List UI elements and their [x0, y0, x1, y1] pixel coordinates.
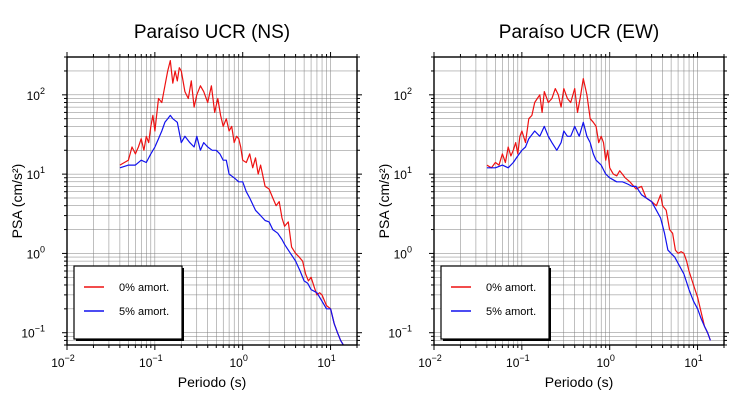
y-tick-exponent: −1 — [35, 324, 45, 334]
plot-frame — [66, 56, 358, 346]
y-tick-exponent: 2 — [40, 86, 45, 96]
legend: 0% amort. 5% amort. — [440, 265, 551, 341]
y-tick-exponent: 1 — [407, 165, 412, 175]
ticks — [62, 52, 362, 350]
x-tick-exponent: 0 — [243, 353, 248, 363]
x-tick-exponent: 1 — [698, 353, 703, 363]
y-axis-label: PSA (cm/s²) — [9, 164, 25, 239]
y-tick-exponent: 2 — [407, 86, 412, 96]
series-line-damping-5 — [119, 114, 344, 345]
series-line-damping-0 — [486, 77, 711, 341]
series-line-damping-5 — [486, 121, 711, 341]
legend-label: 5% amort. — [119, 306, 169, 318]
y-axis-label: PSA (cm/s²) — [376, 164, 392, 239]
y-tick-exponent: 1 — [40, 165, 45, 175]
series-line-damping-0 — [119, 59, 344, 345]
x-axis-label: Periodo (s) — [545, 374, 613, 390]
y-tick-exponent: −1 — [402, 324, 412, 334]
y-tick-exponent: 0 — [407, 244, 412, 254]
series-group — [119, 59, 344, 345]
x-tick-exponent: 1 — [331, 353, 336, 363]
x-tick-exponent: 0 — [610, 353, 615, 363]
legend-label: 0% amort. — [486, 282, 536, 294]
legend: 0% amort. 5% amort. — [73, 265, 184, 341]
legend-label: 5% amort. — [486, 306, 536, 318]
legend-box — [73, 265, 183, 340]
x-tick-exponent: −1 — [519, 353, 529, 363]
ticks — [429, 52, 729, 350]
x-tick-exponent: −2 — [432, 353, 442, 363]
legend-label: 0% amort. — [119, 282, 169, 294]
x-tick-exponent: −2 — [65, 353, 75, 363]
y-tick-exponent: 0 — [40, 244, 45, 254]
x-tick-exponent: −1 — [152, 353, 162, 363]
chart-title: Paraíso UCR (EW) — [499, 22, 659, 43]
series-group — [486, 77, 711, 341]
legend-box — [440, 265, 550, 340]
chart-title: Paraíso UCR (NS) — [134, 22, 290, 43]
x-axis-label: Periodo (s) — [178, 374, 246, 390]
plot-frame — [433, 56, 725, 346]
